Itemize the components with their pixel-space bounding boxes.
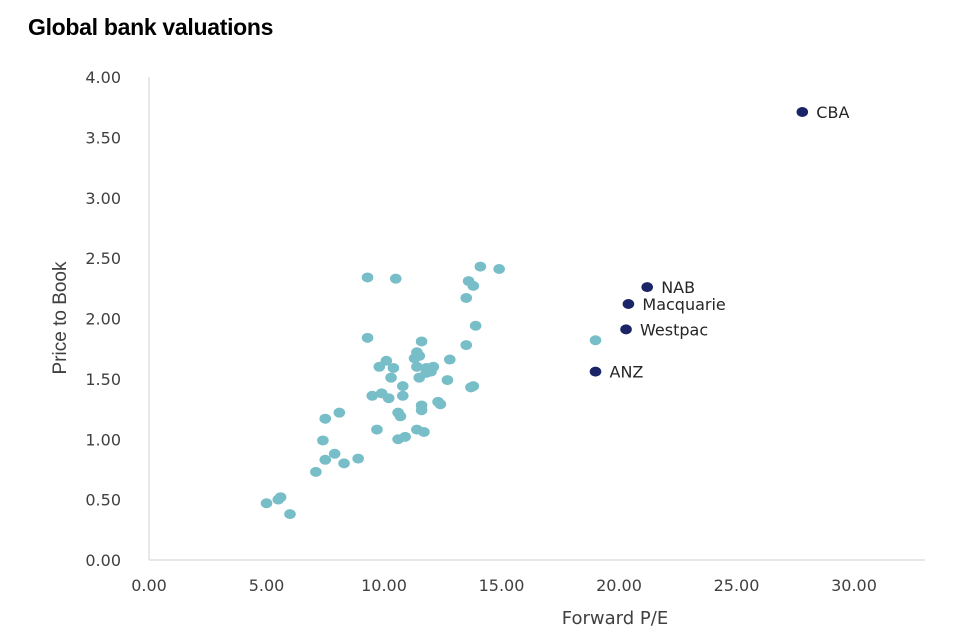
data-point-cba [796, 107, 809, 118]
point-label-anz: ANZ [610, 363, 644, 382]
data-point [418, 427, 430, 438]
tick-labels: 0.00 0.50 1.00 1.50 2.00 2.50 3.00 3.50 4.00 0.00… [85, 68, 877, 595]
data-point-nab [641, 282, 653, 293]
data-point [382, 393, 395, 404]
data-point [411, 361, 423, 372]
data-point [274, 492, 287, 503]
x-tick-label: 25.00 [714, 576, 760, 595]
data-point [373, 361, 386, 372]
x-tick-label: 30.00 [831, 576, 877, 595]
data-point [441, 375, 454, 386]
data-point [260, 498, 273, 509]
data-point [399, 431, 411, 442]
point-label-nab: NAB [661, 278, 695, 297]
data-point [389, 273, 402, 284]
data-point [385, 372, 397, 383]
data-point [361, 332, 374, 343]
data-point [444, 354, 456, 365]
x-axis-title: Forward P/E [562, 608, 668, 629]
data-point [310, 466, 322, 477]
y-tick-label: 1.00 [85, 430, 121, 449]
data-point [366, 390, 379, 401]
data-point [469, 320, 482, 331]
data-point [333, 407, 346, 418]
axes [148, 77, 925, 561]
y-tick-label: 0.00 [85, 551, 121, 570]
data-point [413, 350, 426, 361]
y-tick-label: 2.50 [85, 249, 121, 268]
y-axis-title: Price to Book [50, 261, 71, 374]
data-point [460, 292, 473, 303]
chart-title: Global bank valuations [28, 14, 274, 40]
data-point [589, 335, 602, 346]
data-point [394, 411, 407, 422]
data-point [397, 381, 409, 392]
x-tick-label: 5.00 [249, 576, 285, 595]
data-point [317, 435, 329, 446]
data-point [284, 509, 296, 520]
y-tick-label: 2.00 [85, 310, 121, 329]
point-label-westpac: Westpac [640, 320, 708, 339]
data-point [434, 399, 447, 410]
data-point [319, 413, 332, 424]
data-point [319, 454, 332, 465]
x-tick-label: 15.00 [479, 576, 525, 595]
data-point-macquarie [622, 299, 635, 310]
data-point [427, 361, 440, 372]
data-point [474, 261, 487, 272]
data-point [397, 390, 409, 401]
data-point [361, 272, 374, 283]
data-point [467, 280, 480, 291]
y-tick-label: 4.00 [85, 68, 121, 87]
data-point [338, 458, 350, 469]
y-tick-label: 1.50 [85, 370, 121, 389]
point-label-cba: CBA [816, 103, 849, 122]
x-tick-label: 10.00 [361, 576, 407, 595]
data-point [415, 405, 428, 416]
data-point [415, 336, 428, 347]
data-point [380, 355, 393, 366]
x-tick-label: 20.00 [596, 576, 642, 595]
data-point-anz [589, 366, 602, 377]
data-point-westpac [620, 324, 632, 335]
y-tick-label: 3.00 [85, 189, 121, 208]
y-tick-label: 0.50 [85, 491, 121, 510]
data-points [260, 107, 809, 520]
data-point [467, 381, 480, 392]
y-tick-label: 3.50 [85, 128, 121, 147]
point-label-macquarie: Macquarie [642, 295, 725, 314]
data-point [371, 424, 383, 435]
data-point [493, 263, 505, 274]
data-point [352, 453, 364, 464]
data-point [328, 448, 341, 459]
x-tick-label: 0.00 [131, 576, 167, 595]
data-point [460, 340, 473, 351]
data-point [387, 363, 400, 374]
